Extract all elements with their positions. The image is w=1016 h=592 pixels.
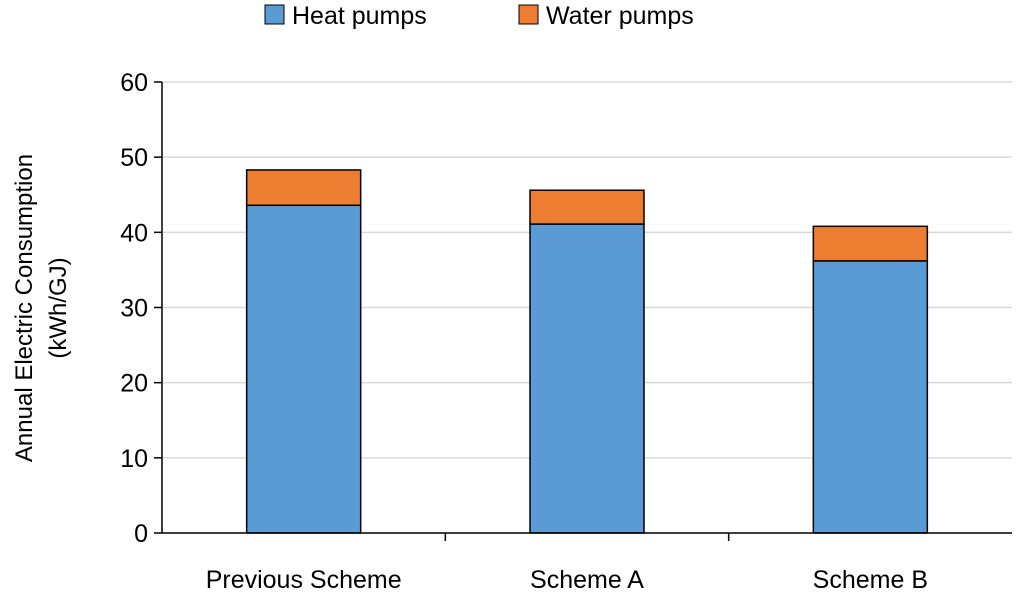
x-tick-label: Previous Scheme: [206, 566, 402, 592]
legend-swatch-water-pumps: [518, 4, 539, 25]
legend: Heat pumps Water pumps: [264, 2, 694, 30]
y-tick-label: 30: [120, 295, 148, 323]
x-axis-tick-labels: Previous Scheme Scheme A Scheme B: [206, 566, 928, 592]
y-axis-label: Annual Electric Consumption (kWh/GJ): [11, 154, 72, 462]
y-axis-ticks: 0 10 20 30 40 50 60: [120, 69, 162, 548]
y-tick-label: 40: [120, 219, 148, 247]
legend-swatch-heat-pumps: [264, 4, 285, 25]
x-tick-label: Scheme A: [530, 566, 644, 592]
bar-water-pumps-0: [245, 169, 362, 207]
y-axis-label-line-1: Annual Electric Consumption: [11, 154, 38, 462]
bar-heat-pumps-1: [529, 223, 645, 534]
bar-water-pumps-1: [529, 189, 645, 225]
bar-water-pumps-2: [812, 225, 929, 262]
legend-label-water-pumps: Water pumps: [546, 2, 694, 30]
legend-label-heat-pumps: Heat pumps: [292, 2, 427, 30]
bar-heat-pumps-0: [245, 204, 362, 534]
y-tick-label: 10: [120, 445, 148, 473]
y-tick-label: 0: [134, 520, 148, 548]
y-tick-label: 20: [120, 370, 148, 398]
y-tick-label: 50: [120, 144, 148, 172]
y-tick-label: 60: [120, 69, 148, 97]
bar-heat-pumps-2: [812, 260, 929, 534]
y-axis-label-line-2: (kWh/GJ): [45, 257, 72, 358]
bars: [245, 169, 929, 534]
axes: [161, 82, 1012, 541]
x-tick-label: Scheme B: [813, 566, 928, 592]
